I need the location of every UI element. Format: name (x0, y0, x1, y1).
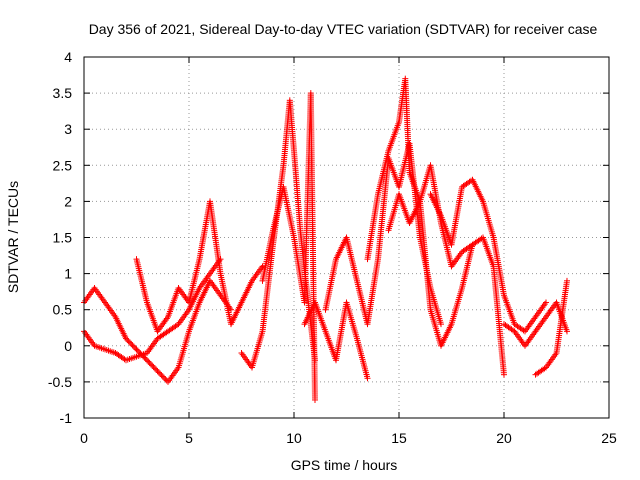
x-tick-label: 20 (496, 430, 512, 446)
data-point (125, 338, 132, 345)
data-point (364, 375, 371, 382)
chart-title: Day 356 of 2021, Sidereal Day-to-day VTE… (89, 21, 598, 37)
y-tick-label: 3 (64, 121, 72, 137)
data-point (134, 347, 141, 354)
data-point (438, 321, 444, 328)
data-point (501, 371, 507, 378)
data-point (159, 373, 166, 380)
data-point (158, 372, 165, 379)
data-point (133, 346, 140, 353)
data-point (161, 374, 168, 381)
data-point (130, 343, 137, 350)
y-tick-label: -0.5 (48, 374, 72, 390)
data-point (157, 370, 164, 377)
data-point (564, 328, 570, 335)
data-point (124, 336, 131, 343)
data-point (145, 358, 152, 365)
x-tick-label: 5 (185, 430, 193, 446)
data-point (141, 354, 148, 361)
y-tick-label: 1.5 (53, 230, 73, 246)
x-tick-label: 0 (80, 430, 88, 446)
data-point (144, 357, 150, 364)
data-point (151, 365, 158, 372)
data-point (146, 359, 153, 366)
data-point (149, 362, 156, 369)
y-tick-label: 4 (64, 49, 72, 65)
data-point (128, 340, 135, 347)
data-point (162, 376, 169, 383)
y-tick-label: 2 (64, 193, 72, 209)
data-point (129, 342, 136, 349)
y-tick-label: -1 (60, 410, 73, 426)
x-tick-label: 15 (391, 430, 407, 446)
data-point (155, 369, 162, 376)
y-tick-label: 2.5 (53, 157, 73, 173)
data-point (153, 366, 160, 373)
y-tick-label: 0 (64, 338, 72, 354)
data-point (136, 349, 143, 356)
data-points (81, 75, 570, 403)
y-tick-label: 0.5 (53, 302, 73, 318)
data-point (312, 396, 318, 403)
data-point (150, 364, 157, 371)
data-point (132, 345, 139, 352)
y-tick-label: 3.5 (53, 85, 73, 101)
data-point (147, 361, 154, 368)
x-tick-label: 10 (286, 430, 302, 446)
data-point (126, 339, 133, 346)
y-axis-label: SDTVAR / TECUs (5, 181, 21, 293)
data-point (154, 368, 161, 375)
data-point (142, 355, 149, 362)
ticks: 0 5 10 15 20 25 -1 -0.5 0 0.5 1 1.5 2 2.5 3 3.5 4 (48, 49, 617, 446)
data-point (543, 299, 549, 306)
data-point (123, 335, 129, 342)
x-axis-label: GPS time / hours (291, 457, 398, 473)
x-tick-label: 25 (601, 430, 617, 446)
y-tick-label: 1 (64, 266, 72, 282)
data-point (564, 277, 570, 284)
